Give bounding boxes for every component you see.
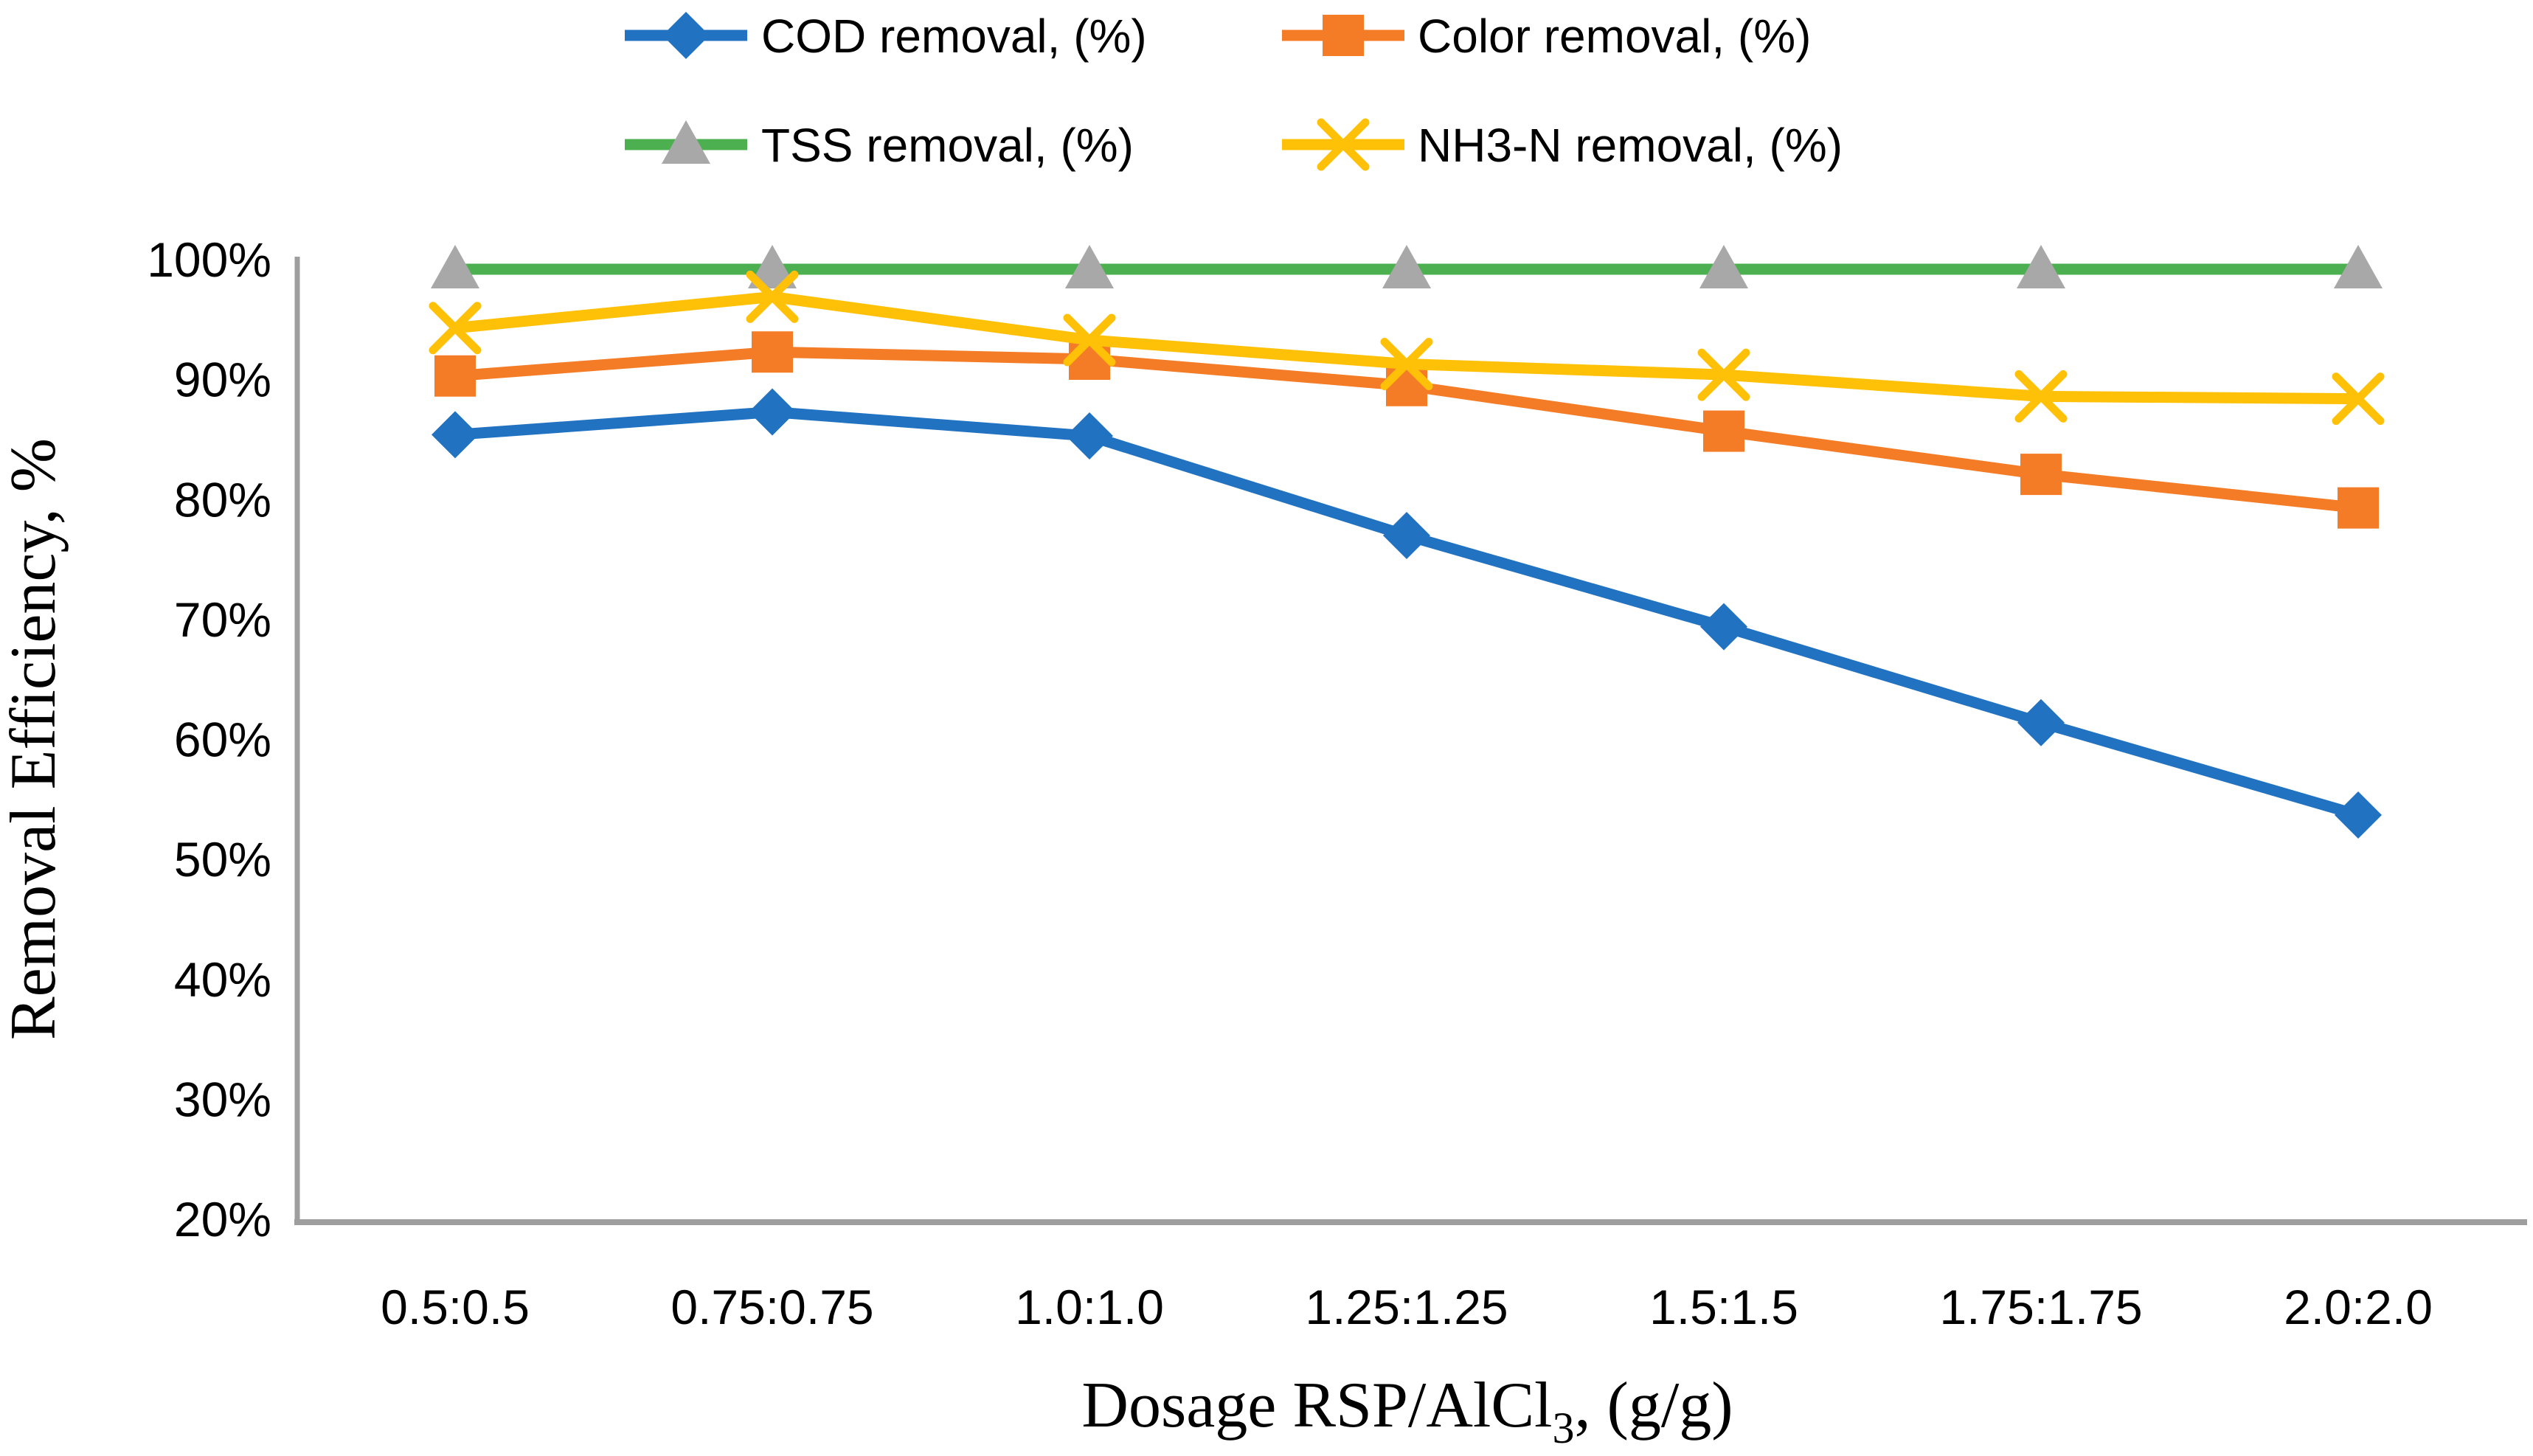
legend-label: NH3-N removal, (%) bbox=[1418, 119, 1843, 172]
axes bbox=[294, 257, 2527, 1225]
legend-item-cod-removal: COD removal, (%) bbox=[625, 10, 1147, 63]
x-tick-label: 2.0:2.0 bbox=[2284, 1280, 2433, 1334]
diamond-marker bbox=[1383, 512, 1430, 560]
x-tick-label: 1.75:1.75 bbox=[1939, 1280, 2142, 1334]
square-marker bbox=[1323, 15, 1364, 56]
x-marker bbox=[1380, 337, 1433, 390]
legend-label: Color removal, (%) bbox=[1418, 10, 1811, 63]
diamond-marker bbox=[2335, 791, 2382, 839]
square-marker bbox=[2338, 487, 2379, 529]
square-marker bbox=[752, 331, 793, 373]
x-marker bbox=[2014, 370, 2068, 423]
triangle-marker bbox=[1065, 245, 1114, 289]
diamond-marker bbox=[1700, 603, 1747, 651]
series-layer bbox=[429, 245, 2385, 839]
x-marker bbox=[1697, 348, 1750, 401]
x-axis-title-prefix: Dosage RSP/AlCl bbox=[1081, 1370, 1552, 1441]
square-marker bbox=[1386, 364, 1427, 406]
legend-item-tss-removal: TSS removal, (%) bbox=[625, 119, 1134, 172]
diamond-marker bbox=[1066, 412, 1113, 460]
y-tick-label: 30% bbox=[174, 1072, 271, 1126]
triangle-marker bbox=[1699, 245, 1748, 289]
diamond-marker bbox=[2017, 698, 2065, 746]
y-tick-label: 20% bbox=[174, 1192, 271, 1247]
x-tick-label: 0.75:0.75 bbox=[670, 1280, 873, 1334]
legend-label: TSS removal, (%) bbox=[761, 119, 1134, 172]
legend: COD removal, (%) Color removal, (%) TSS re… bbox=[625, 10, 1843, 172]
x-marker bbox=[429, 302, 482, 355]
y-tick-label: 70% bbox=[174, 592, 271, 647]
diamond-marker bbox=[749, 388, 796, 436]
x-marker bbox=[1317, 118, 1370, 171]
y-tick-label: 80% bbox=[174, 472, 271, 527]
diamond-marker bbox=[662, 12, 710, 59]
series-nh3-n-removal bbox=[429, 270, 2385, 426]
diamond-marker bbox=[432, 411, 479, 459]
square-marker bbox=[1703, 410, 1744, 452]
series-tss-removal bbox=[431, 245, 2383, 289]
triangle-marker bbox=[748, 245, 797, 289]
y-axis-title: Removal Efficiency, % bbox=[0, 438, 69, 1040]
x-marker bbox=[746, 270, 799, 323]
y-tick-label: 60% bbox=[174, 713, 271, 767]
x-axis-title: Dosage RSP/AlCl3, (g/g) bbox=[1081, 1370, 1733, 1452]
x-tick-label: 1.0:1.0 bbox=[1015, 1280, 1164, 1334]
triangle-marker bbox=[1382, 245, 1431, 289]
y-tick-label: 40% bbox=[174, 952, 271, 1007]
legend-item-color-removal: Color removal, (%) bbox=[1282, 10, 1811, 63]
legend-item-nh3-n-removal: NH3-N removal, (%) bbox=[1282, 118, 1843, 172]
x-axis-title-suffix: , (g/g) bbox=[1575, 1370, 1733, 1441]
triangle-marker bbox=[2017, 245, 2065, 289]
square-marker bbox=[434, 355, 476, 397]
y-tick-label: 100% bbox=[147, 232, 271, 287]
x-tick-label: 1.25:1.25 bbox=[1305, 1280, 1508, 1334]
x-marker bbox=[2332, 372, 2385, 426]
tick-labels: 100% 90% 80% 70% 60% 50% 40% 30% 20% 0.5:0.5 0.75:… bbox=[147, 232, 2433, 1334]
x-tick-label: 1.5:1.5 bbox=[1649, 1280, 1798, 1334]
y-tick-label: 50% bbox=[174, 832, 271, 887]
x-axis-title-subscript: 3 bbox=[1553, 1404, 1575, 1452]
y-tick-label: 90% bbox=[174, 353, 271, 407]
series-cod-removal bbox=[432, 388, 2382, 839]
triangle-marker bbox=[431, 245, 479, 289]
triangle-marker bbox=[2334, 245, 2383, 289]
legend-label: COD removal, (%) bbox=[761, 10, 1147, 63]
x-tick-label: 0.5:0.5 bbox=[381, 1280, 530, 1334]
triangle-marker bbox=[662, 120, 710, 164]
x-marker bbox=[1063, 313, 1116, 367]
square-marker bbox=[2020, 454, 2062, 496]
